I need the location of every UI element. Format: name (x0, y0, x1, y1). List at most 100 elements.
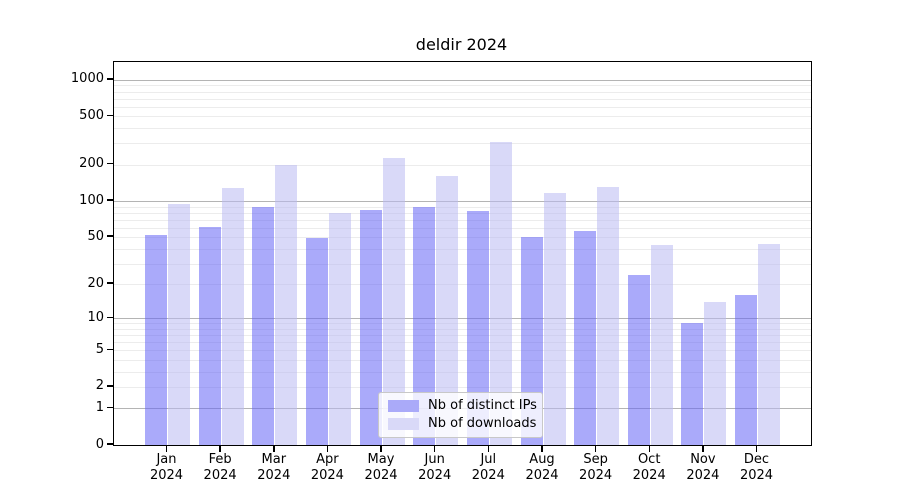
bar-distinct-ips-may (359, 209, 382, 445)
gridline-minor (114, 98, 811, 100)
bar-downloads-jul (489, 141, 512, 445)
x-tick-mark (702, 445, 704, 452)
bar-downloads-dec (758, 243, 780, 445)
x-tick-label: Feb 2024 (190, 452, 250, 484)
gridline-minor (114, 219, 811, 221)
x-tick-month: Jan (156, 452, 177, 467)
gridline-minor (114, 206, 811, 208)
x-tick-month: Jun (424, 452, 445, 467)
y-tick-label: 500 (79, 107, 104, 123)
legend-label-distinct-ips: Nb of distinct IPs (428, 398, 537, 413)
bar-downloads-feb (221, 188, 244, 445)
x-tick-mark (380, 445, 382, 452)
x-tick-month: Sep (583, 452, 608, 467)
gridline-minor (114, 85, 811, 87)
x-tick-month: Mar (261, 452, 287, 467)
x-tick-year: 2024 (203, 468, 237, 483)
y-tick-mark (107, 348, 113, 350)
x-tick-month: Apr (316, 452, 339, 467)
y-tick-mark (107, 385, 113, 387)
y-tick-label: 5 (95, 341, 104, 357)
gridline-minor (114, 335, 811, 337)
gridline-minor (114, 237, 811, 239)
x-tick-label: Jan 2024 (137, 452, 197, 484)
gridline-major (114, 201, 811, 202)
gridline-minor (114, 284, 811, 286)
legend-swatch-downloads (388, 418, 419, 430)
bar-distinct-ips-dec (735, 295, 757, 445)
y-tick-mark (107, 443, 113, 445)
x-tick-mark (273, 445, 275, 452)
gridline-minor (114, 164, 811, 166)
x-tick-mark (165, 445, 168, 452)
gridline-minor (114, 371, 811, 373)
gridline-minor (114, 116, 811, 118)
bar-downloads-oct (650, 245, 673, 445)
gridline-minor (114, 143, 811, 145)
gridline-minor (114, 248, 811, 250)
x-tick-month: May (367, 452, 395, 467)
y-tick-mark (107, 282, 113, 284)
y-tick-mark (107, 114, 113, 117)
x-tick-mark (219, 445, 221, 452)
y-tick-label: 100 (79, 192, 104, 208)
x-tick-mark (648, 445, 650, 452)
gridline-minor (114, 359, 811, 361)
y-tick-label: 20 (87, 275, 104, 291)
bar-downloads-aug (543, 193, 566, 445)
x-tick-month: Nov (690, 452, 716, 467)
x-tick-month: Jul (480, 452, 497, 467)
x-tick-mark (433, 445, 436, 452)
x-tick-label: May 2024 (351, 452, 411, 484)
x-tick-month: Dec (743, 452, 770, 467)
x-tick-mark (594, 445, 597, 452)
bar-downloads-mar (275, 164, 298, 445)
x-tick-year: 2024 (149, 468, 184, 483)
x-tick-month: Feb (208, 452, 232, 467)
bar-distinct-ips-feb (198, 226, 221, 445)
x-tick-label: Sep 2024 (566, 452, 626, 484)
bar-distinct-ips-jul (466, 211, 489, 445)
bar-downloads-may (382, 157, 405, 445)
plot-area (113, 61, 812, 446)
bar-distinct-ips-sep (574, 231, 597, 445)
gridline-major (114, 79, 811, 81)
y-tick-mark (107, 406, 113, 409)
x-tick-label: Apr 2024 (297, 452, 357, 484)
bar-distinct-ips-oct (627, 274, 650, 445)
x-tick-label: Jul 2024 (458, 452, 518, 484)
legend: Nb of distinct IPs Nb of downloads (378, 392, 543, 438)
x-tick-year: 2024 (632, 468, 666, 483)
y-tick-label: 200 (79, 156, 104, 172)
y-tick-label: 1 (95, 399, 104, 415)
y-tick-mark (107, 78, 113, 80)
y-tick-label: 0 (95, 436, 104, 452)
bar-distinct-ips-nov (681, 323, 704, 445)
x-tick-mark (755, 445, 758, 452)
gridline-minor (114, 386, 811, 388)
x-tick-label: Mar 2024 (244, 452, 304, 484)
bar-distinct-ips-apr (305, 238, 328, 445)
y-tick-mark (107, 162, 113, 165)
y-tick-mark (107, 316, 113, 318)
x-tick-year: 2024 (257, 468, 291, 483)
x-tick-year: 2024 (686, 468, 720, 483)
x-tick-year: 2024 (739, 468, 774, 483)
bar-distinct-ips-mar (252, 206, 275, 445)
gridline-minor (114, 91, 811, 93)
y-tick-mark (107, 199, 113, 201)
gridline-minor (114, 106, 811, 108)
x-tick-label: Jun 2024 (405, 452, 465, 484)
bar-downloads-sep (597, 186, 620, 445)
bar-downloads-nov (704, 301, 727, 445)
y-tick-label: 10 (87, 309, 104, 325)
gridline-major (114, 318, 811, 320)
legend-label-downloads: Nb of downloads (428, 416, 537, 431)
x-tick-label: Nov 2024 (673, 452, 733, 484)
x-tick-year: 2024 (418, 468, 452, 483)
gridline-minor (114, 342, 811, 344)
gridline-minor (114, 323, 811, 325)
x-tick-label: Dec 2024 (727, 452, 787, 484)
legend-swatch-distinct-ips (388, 400, 419, 412)
